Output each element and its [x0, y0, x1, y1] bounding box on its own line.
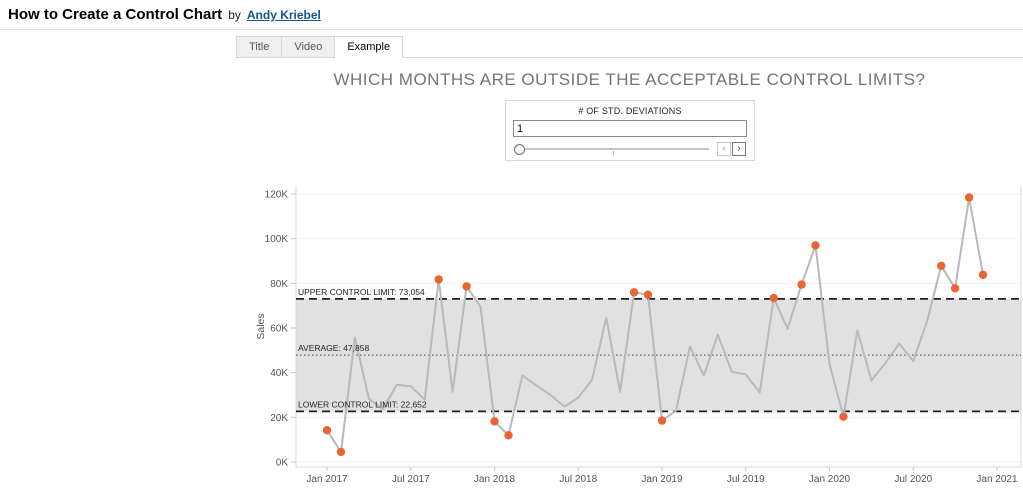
- tab-video[interactable]: Video: [281, 36, 336, 57]
- y-tick-label: 100K: [265, 234, 289, 245]
- outlier-point[interactable]: [434, 275, 443, 284]
- x-tick-label: Jan 2017: [306, 474, 348, 485]
- outlier-point[interactable]: [797, 280, 806, 289]
- header-divider: [0, 29, 1023, 30]
- control-chart: 0K 20K 40K 60K 80K 100K 120K Jan 2017 Jul 2017 Ja…: [255, 186, 1022, 485]
- y-tick-label: 80K: [270, 279, 288, 290]
- y-tick-label: 40K: [270, 368, 288, 379]
- outlier-point[interactable]: [629, 288, 639, 297]
- parameter-slider-row: ‹ ›: [514, 142, 746, 156]
- page-title: How to Create a Control Chart: [8, 6, 223, 23]
- header: How to Create a Control Chart by Andy Kr…: [8, 6, 321, 23]
- outlier-point[interactable]: [504, 431, 513, 440]
- x-tick-label: Jan 2020: [809, 474, 851, 485]
- outlier-point[interactable]: [937, 261, 946, 270]
- sheet-tabstrip: Title Video Example: [236, 36, 1023, 58]
- x-tick-label: Jan 2021: [976, 474, 1018, 485]
- y-axis-title: Sales: [255, 313, 267, 339]
- outlier-point[interactable]: [839, 412, 848, 421]
- parameter-control: # OF STD. DEVIATIONS ‹ ›: [505, 100, 755, 161]
- outlier-point[interactable]: [950, 284, 960, 293]
- std-deviations-input[interactable]: [513, 120, 747, 137]
- lcl-label: LOWER CONTROL LIMIT: 22,652: [298, 399, 427, 409]
- slider-track[interactable]: [518, 147, 709, 150]
- author-link[interactable]: Andy Kriebel: [246, 8, 321, 22]
- x-tick-label: Jul 2020: [894, 474, 932, 485]
- y-tick-label: 20K: [270, 413, 288, 424]
- std-deviations-slider[interactable]: [514, 143, 711, 156]
- byline: by: [228, 8, 241, 22]
- y-tick-label: 60K: [270, 324, 288, 335]
- x-tick-label: Jul 2017: [392, 474, 430, 485]
- outlier-point[interactable]: [769, 293, 778, 303]
- slider-tick: [612, 150, 614, 155]
- outlier-point[interactable]: [336, 447, 346, 457]
- x-tick-label: Jan 2019: [641, 474, 683, 485]
- y-tick-label: 0K: [276, 458, 289, 469]
- x-tick-label: Jul 2018: [559, 474, 597, 485]
- ucl-label: UPPER CONTROL LIMIT: 73,054: [298, 287, 425, 297]
- x-tick-label: Jul 2019: [727, 474, 765, 485]
- dashboard-title: WHICH MONTHS ARE OUTSIDE THE ACCEPTABLE …: [333, 70, 926, 89]
- outlier-point[interactable]: [978, 270, 988, 279]
- slider-decrement-button[interactable]: ‹: [717, 142, 731, 156]
- x-tick-label: Jan 2018: [474, 474, 516, 485]
- tab-title[interactable]: Title: [236, 36, 283, 57]
- outlier-point[interactable]: [643, 290, 653, 299]
- outlier-point[interactable]: [490, 417, 499, 426]
- outlier-point[interactable]: [657, 416, 667, 425]
- parameter-label: # OF STD. DEVIATIONS: [578, 106, 682, 116]
- tab-example[interactable]: Example: [334, 36, 404, 58]
- slider-increment-button[interactable]: ›: [732, 142, 746, 156]
- outlier-point[interactable]: [462, 282, 471, 291]
- outlier-point[interactable]: [964, 193, 974, 202]
- slider-handle[interactable]: [514, 143, 525, 155]
- sales-line: [326, 196, 984, 453]
- outlier-point[interactable]: [322, 426, 332, 435]
- average-label: AVERAGE: 47,858: [298, 343, 369, 353]
- outlier-point[interactable]: [811, 241, 820, 250]
- y-tick-label: 120K: [265, 190, 289, 201]
